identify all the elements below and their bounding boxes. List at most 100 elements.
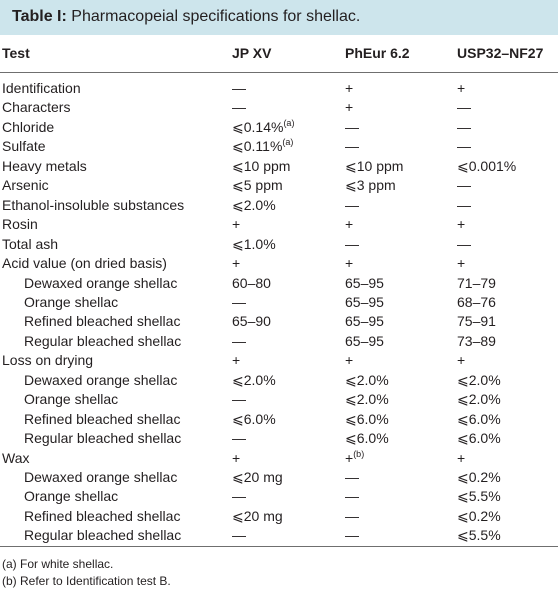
- cell-test-text: Sulfate: [2, 138, 46, 155]
- cell-jp-xv: ⩽1.0%: [232, 235, 276, 253]
- table-row: Ethanol-insoluble substances ⩽2.0% — —: [0, 196, 558, 214]
- cell-pheur: ⩽6.0%: [345, 410, 389, 428]
- table-row: Characters — + —: [0, 98, 558, 116]
- table-row: Refined bleached shellac 65–90 65–95 75–91: [0, 312, 558, 330]
- cell-jp-xv-text: ⩽0.11%: [232, 138, 283, 155]
- cell-pheur: —: [345, 507, 359, 525]
- table-caption: Table I: Pharmacopeial specifications fo…: [0, 0, 558, 35]
- header-rule: [0, 72, 558, 73]
- cell-pheur-text: —: [345, 235, 359, 252]
- cell-pheur: +: [345, 98, 353, 116]
- table-row: Regular bleached shellac — — ⩽5.5%: [0, 526, 558, 544]
- cell-usp: —: [457, 235, 471, 253]
- table-row: Chloride ⩽0.14%(a) — —: [0, 118, 558, 136]
- cell-pheur-text: +: [345, 352, 354, 369]
- cell-pheur-text: 65–95: [345, 332, 384, 349]
- cell-pheur: —: [345, 487, 359, 505]
- cell-test-text: Chloride: [2, 118, 55, 135]
- cell-pheur: 65–95: [345, 274, 384, 292]
- cell-jp-xv-text: ⩽20 mg: [232, 507, 283, 524]
- cell-pheur-text: —: [345, 488, 359, 505]
- column-header-usp: USP32–NF27: [457, 45, 544, 61]
- cell-test: Refined bleached shellac: [24, 507, 180, 525]
- cell-pheur: 65–95: [345, 332, 384, 350]
- cell-test-text: Refined bleached shellac: [24, 410, 181, 427]
- table-row: Dewaxed orange shellac ⩽20 mg — ⩽0.2%: [0, 468, 558, 486]
- cell-usp-text: 71–79: [457, 274, 496, 291]
- cell-test: Ethanol-insoluble substances: [2, 196, 184, 214]
- cell-test-text: Dewaxed orange shellac: [24, 371, 178, 388]
- cell-pheur: +: [345, 215, 353, 233]
- cell-usp-text: ⩽2.0%: [457, 371, 501, 388]
- cell-jp-xv: 60–80: [232, 274, 271, 292]
- cell-jp-xv-text: +: [232, 255, 241, 272]
- footnote-marker: (b): [353, 448, 365, 459]
- cell-test: Dewaxed orange shellac: [24, 468, 177, 486]
- cell-jp-xv-text: ⩽1.0%: [232, 235, 276, 252]
- cell-jp-xv-text: +: [232, 449, 241, 466]
- cell-test-text: Rosin: [2, 216, 38, 233]
- cell-test: Dewaxed orange shellac: [24, 274, 177, 292]
- cell-test: Sulfate: [2, 137, 46, 155]
- cell-pheur: —: [345, 196, 359, 214]
- cell-jp-xv-text: ⩽5 ppm: [232, 177, 283, 194]
- cell-jp-xv: ⩽0.11%(a): [232, 137, 293, 155]
- cell-usp-text: 73–89: [457, 332, 496, 349]
- table-row: Orange shellac — ⩽2.0% ⩽2.0%: [0, 390, 558, 408]
- cell-pheur: 65–95: [345, 312, 384, 330]
- cell-test-text: Refined bleached shellac: [24, 313, 181, 330]
- cell-jp-xv-text: —: [232, 332, 246, 349]
- cell-usp: +: [457, 215, 465, 233]
- cell-pheur-text: +: [345, 449, 354, 466]
- table-row: Dewaxed orange shellac ⩽2.0% ⩽2.0% ⩽2.0%: [0, 371, 558, 389]
- cell-jp-xv: —: [232, 332, 246, 350]
- cell-test-text: Dewaxed orange shellac: [24, 469, 178, 485]
- table-row: Heavy metals ⩽10 ppm ⩽10 ppm ⩽0.001%: [0, 157, 558, 175]
- cell-usp: ⩽0.2%: [457, 468, 501, 486]
- cell-usp-text: ⩽0.2%: [457, 469, 501, 485]
- cell-jp-xv-text: —: [232, 99, 246, 116]
- cell-jp-xv-text: ⩽2.0%: [232, 196, 276, 213]
- cell-jp-xv-text: 65–90: [232, 313, 271, 330]
- cell-usp-text: ⩽5.5%: [457, 488, 501, 505]
- cell-test: Acid value (on dried basis): [2, 254, 167, 272]
- cell-usp: +: [457, 351, 465, 369]
- cell-usp: +: [457, 79, 465, 97]
- cell-jp-xv-text: ⩽2.0%: [232, 371, 276, 388]
- cell-usp-text: +: [457, 352, 466, 369]
- cell-test-text: Loss on drying: [2, 352, 94, 369]
- cell-pheur-text: ⩽3 ppm: [345, 177, 396, 194]
- cell-test: Orange shellac: [24, 293, 118, 311]
- cell-test: Characters: [2, 98, 70, 116]
- cell-pheur-text: ⩽2.0%: [345, 391, 389, 408]
- cell-test: Dewaxed orange shellac: [24, 371, 177, 389]
- cell-pheur-text: —: [345, 469, 359, 485]
- cell-test-text: Characters: [2, 99, 71, 116]
- table-row: Regular bleached shellac — 65–95 73–89: [0, 332, 558, 350]
- cell-jp-xv: ⩽2.0%: [232, 371, 276, 389]
- cell-test: Chloride: [2, 118, 54, 136]
- footnote-b: (b) Refer to Identification test B.: [2, 574, 171, 588]
- cell-pheur-text: ⩽6.0%: [345, 430, 389, 447]
- cell-pheur: ⩽2.0%: [345, 390, 389, 408]
- cell-pheur: +: [345, 351, 353, 369]
- cell-test: Heavy metals: [2, 157, 87, 175]
- cell-test-text: Orange shellac: [24, 488, 119, 505]
- cell-usp: ⩽2.0%: [457, 371, 501, 389]
- column-header-pheur: PhEur 6.2: [345, 45, 410, 61]
- cell-test-text: Acid value (on dried basis): [2, 255, 167, 272]
- cell-usp: ⩽5.5%: [457, 526, 501, 544]
- cell-usp: +: [457, 254, 465, 272]
- cell-pheur-text: ⩽2.0%: [345, 371, 389, 388]
- cell-pheur-text: +: [345, 255, 354, 272]
- cell-jp-xv: ⩽20 mg: [232, 507, 283, 525]
- cell-usp: 71–79: [457, 274, 496, 292]
- cell-jp-xv: —: [232, 390, 246, 408]
- cell-usp: ⩽0.2%: [457, 507, 501, 525]
- cell-test-text: Dewaxed orange shellac: [24, 274, 178, 291]
- cell-pheur: —: [345, 137, 359, 155]
- cell-usp-text: —: [457, 118, 471, 135]
- table-caption-title: Pharmacopeial specifications for shellac…: [71, 8, 361, 25]
- cell-usp-text: —: [457, 235, 471, 252]
- cell-jp-xv: +: [232, 449, 240, 467]
